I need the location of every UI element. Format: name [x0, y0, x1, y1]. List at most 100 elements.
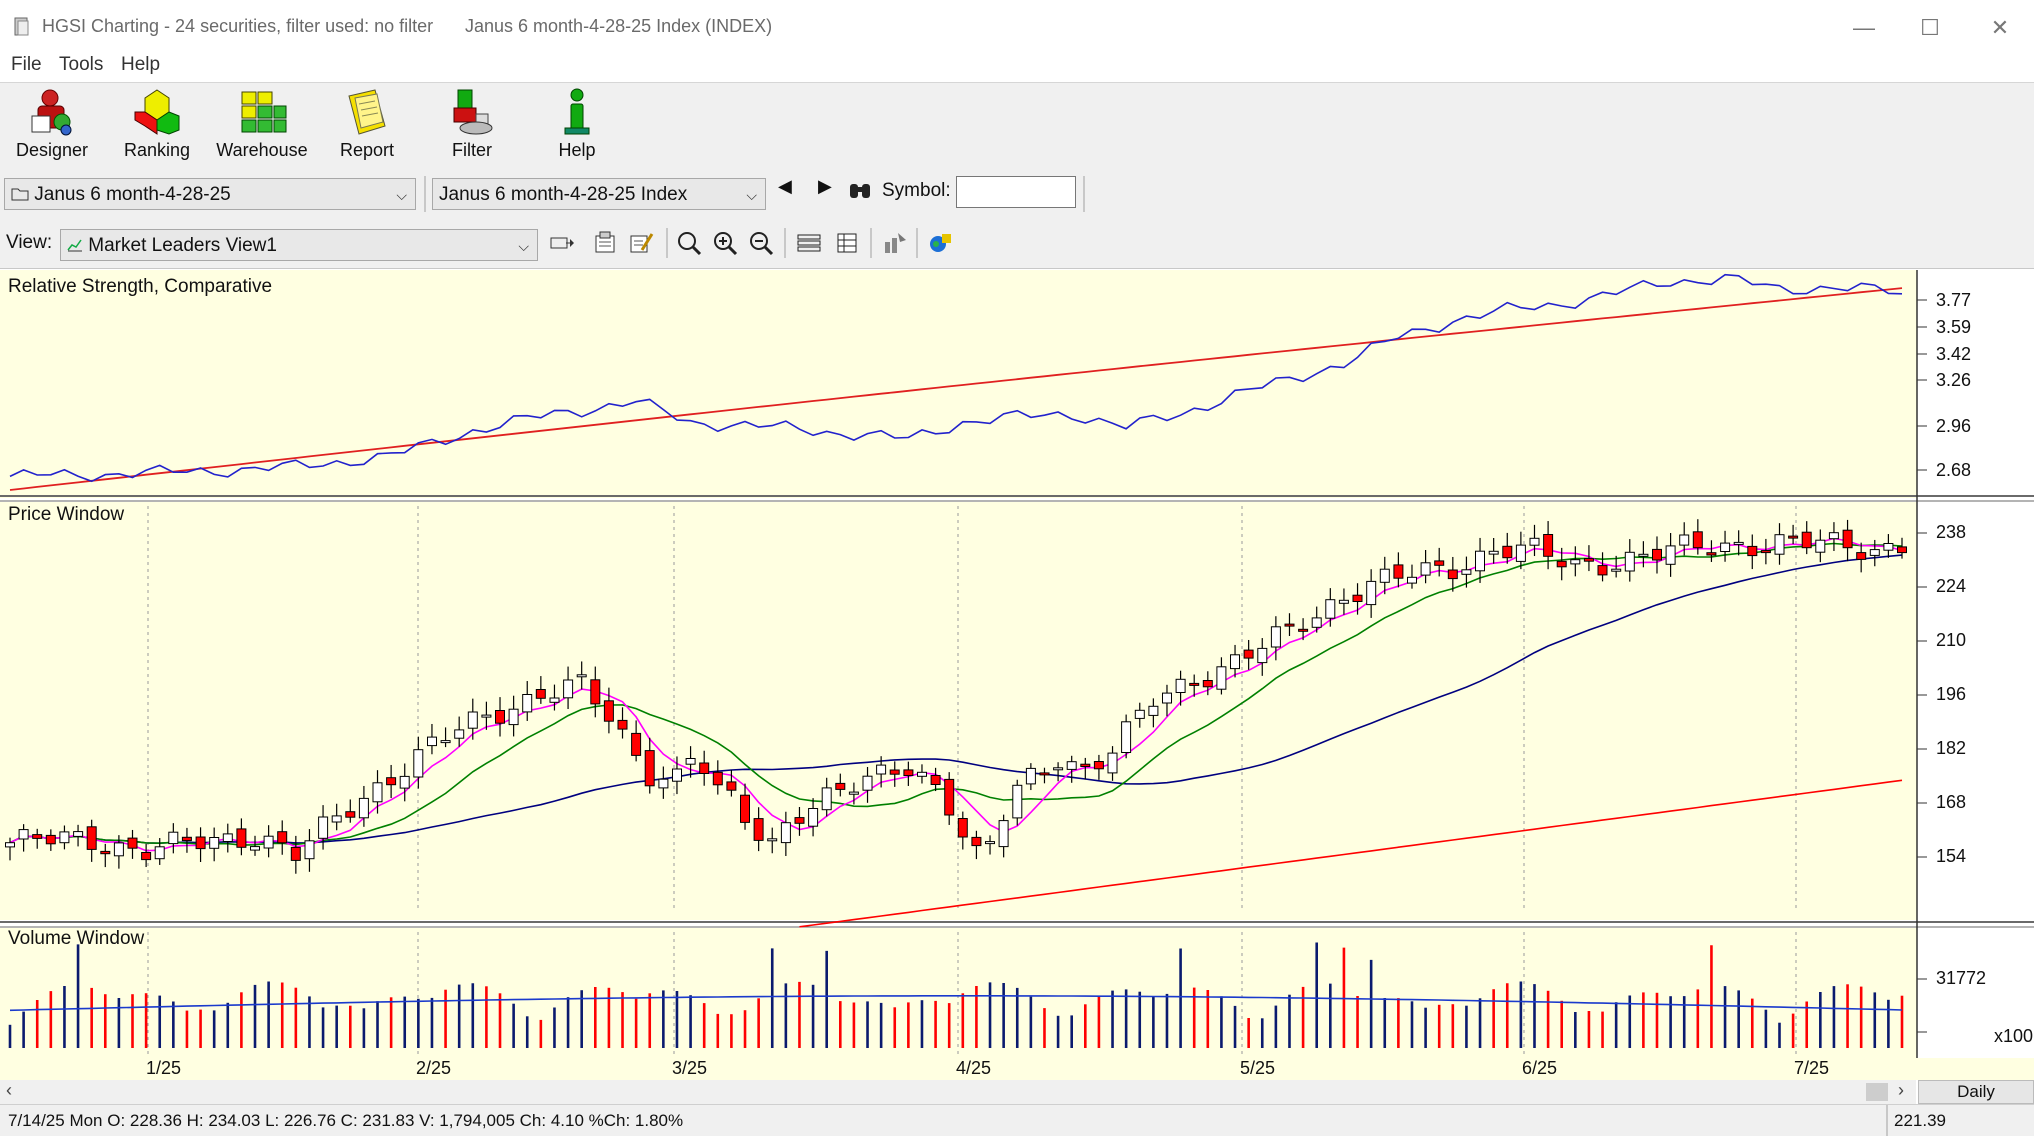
- up-candle: [658, 778, 669, 789]
- rs-tick-label: 3.59: [1936, 317, 1972, 337]
- view-label: View:: [6, 232, 53, 253]
- close-button[interactable]: ✕: [1990, 15, 2010, 40]
- up-candle: [1230, 654, 1240, 670]
- price-tick-label: 196: [1936, 684, 1967, 704]
- period-selector[interactable]: Daily: [1918, 1080, 2034, 1104]
- security-dropdown-value: Janus 6 month-4-28-25 Index: [439, 184, 688, 205]
- down-candle: [1039, 772, 1050, 776]
- down-candle: [957, 818, 968, 838]
- up-candle: [73, 831, 84, 837]
- scroll-right-icon[interactable]: ›: [1898, 1080, 1904, 1100]
- separator: [916, 228, 918, 258]
- up-candle: [767, 838, 778, 842]
- ranking-icon: [131, 86, 183, 138]
- maximize-button[interactable]: ☐: [1920, 15, 1940, 40]
- up-candle: [1338, 599, 1349, 604]
- next-security-button[interactable]: ▶: [818, 176, 832, 196]
- down-candle: [603, 700, 614, 722]
- folder-icon: [11, 180, 29, 201]
- menu-help[interactable]: Help: [121, 54, 161, 75]
- up-candle: [1270, 626, 1281, 648]
- properties-icon[interactable]: [592, 230, 618, 256]
- view-dropdown[interactable]: Market Leaders View1 ⌵: [60, 229, 538, 261]
- price-tick-label: 168: [1936, 792, 1967, 812]
- ranking-button[interactable]: Ranking: [109, 86, 205, 166]
- security-dropdown[interactable]: Janus 6 month-4-28-25 Index ⌵: [432, 178, 766, 210]
- up-candle: [1134, 709, 1145, 719]
- up-candle: [1570, 559, 1581, 565]
- down-candle: [1760, 550, 1771, 554]
- up-candle: [1679, 534, 1690, 546]
- down-candle: [1856, 552, 1867, 560]
- date-tick-label: 7/25: [1794, 1058, 1830, 1078]
- down-candle: [753, 818, 764, 841]
- symbol-label: Symbol:: [882, 180, 951, 201]
- price-tick-label: 238: [1936, 522, 1967, 542]
- separator: [1886, 1105, 1888, 1136]
- horizontal-scrollbar[interactable]: ‹ ›: [0, 1080, 1916, 1104]
- up-candle: [113, 842, 124, 857]
- scroll-left-icon[interactable]: ‹: [6, 1080, 12, 1100]
- color-palette-icon[interactable]: [928, 230, 954, 256]
- up-candle: [399, 775, 410, 789]
- scroll-thumb[interactable]: [1866, 1083, 1888, 1101]
- zoom-icon[interactable]: [676, 230, 702, 256]
- rs-tick-label: 3.42: [1936, 344, 1972, 364]
- up-candle: [1216, 666, 1227, 690]
- down-candle: [1597, 565, 1608, 576]
- down-candle: [86, 826, 97, 850]
- up-candle: [549, 697, 560, 703]
- up-candle: [576, 674, 587, 678]
- up-candle: [522, 694, 533, 713]
- previous-security-button[interactable]: ◀: [778, 176, 792, 196]
- down-candle: [1243, 649, 1254, 659]
- report-button[interactable]: Report: [319, 86, 415, 166]
- filter-button[interactable]: Filter: [424, 86, 520, 166]
- up-candle: [372, 782, 383, 803]
- up-candle: [1488, 550, 1499, 555]
- help-button[interactable]: Help: [529, 86, 625, 166]
- down-candle: [1393, 564, 1404, 579]
- price-scale-lower-background: [1917, 692, 2034, 910]
- down-candle: [1080, 763, 1091, 768]
- price-scale-background: [1917, 502, 2034, 692]
- down-candle: [903, 769, 914, 776]
- chart-tool-icon[interactable]: [882, 230, 908, 256]
- down-candle: [1447, 569, 1458, 580]
- zoom-out-icon[interactable]: [748, 230, 774, 256]
- symbol-input[interactable]: [956, 176, 1076, 208]
- candle-style-icon[interactable]: [796, 230, 822, 256]
- down-candle: [1556, 560, 1567, 568]
- up-candle: [59, 831, 70, 844]
- separator: [870, 228, 872, 258]
- down-candle: [1284, 623, 1295, 627]
- up-candle: [168, 831, 179, 845]
- up-candle: [1121, 721, 1132, 753]
- zoom-in-icon[interactable]: [712, 230, 738, 256]
- up-candle: [1529, 537, 1540, 546]
- up-candle: [467, 711, 478, 729]
- down-candle: [590, 679, 601, 705]
- up-candle: [1815, 539, 1826, 553]
- main-toolbar: [0, 82, 2034, 172]
- down-candle: [386, 777, 397, 786]
- warehouse-button[interactable]: Warehouse: [214, 86, 310, 166]
- up-candle: [508, 708, 519, 726]
- up-candle: [563, 679, 574, 699]
- menu-tools[interactable]: Tools: [59, 54, 104, 75]
- list-dropdown-value: Janus 6 month-4-28-25: [34, 184, 231, 205]
- designer-button[interactable]: Designer: [4, 86, 100, 166]
- up-candle: [1066, 761, 1077, 770]
- up-candle: [318, 816, 329, 839]
- menu-file[interactable]: File: [11, 54, 42, 75]
- up-candle: [250, 846, 260, 851]
- table-icon[interactable]: [834, 230, 860, 256]
- view-manage-icon[interactable]: [548, 230, 574, 256]
- down-candle: [794, 817, 805, 824]
- binoculars-icon[interactable]: [848, 178, 872, 202]
- edit-icon[interactable]: [628, 230, 654, 256]
- minimize-button[interactable]: —: [1853, 15, 1875, 40]
- down-candle: [1189, 682, 1200, 686]
- list-dropdown[interactable]: Janus 6 month-4-28-25 ⌵: [4, 178, 416, 210]
- down-candle: [740, 794, 750, 823]
